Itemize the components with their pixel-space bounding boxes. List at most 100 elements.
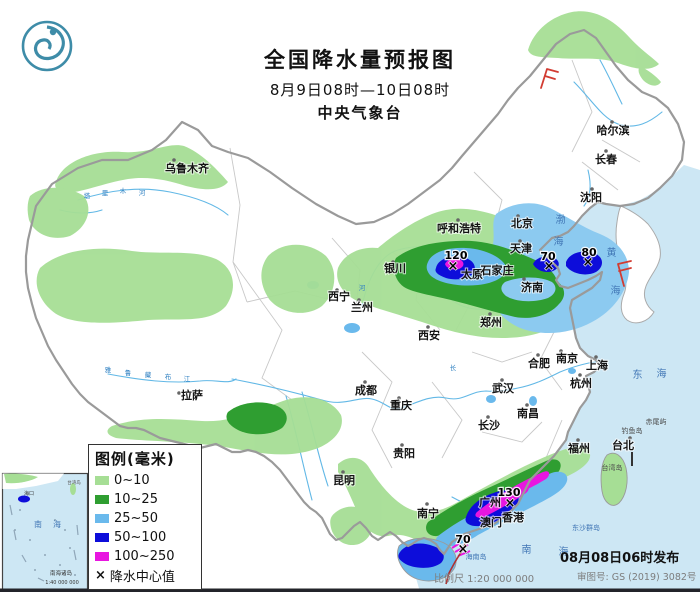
city-label: 福州 bbox=[567, 441, 590, 455]
legend-center-row: × 降水中心值 bbox=[95, 566, 201, 585]
city-dot bbox=[172, 158, 176, 162]
map-frame-bottom bbox=[0, 588, 700, 592]
river-name-char: 长 bbox=[450, 363, 457, 372]
city-label: 银川 bbox=[384, 261, 406, 275]
legend-swatch bbox=[95, 495, 109, 504]
city-label: 南宁 bbox=[417, 506, 439, 520]
precip-center-mark: × bbox=[505, 496, 516, 511]
inset-label: 海 bbox=[53, 519, 61, 529]
river-name-char: 里 bbox=[102, 189, 109, 197]
city-label: 南京 bbox=[556, 351, 578, 365]
city-label: 乌鲁木齐 bbox=[165, 161, 210, 175]
wind-barb-northeast bbox=[540, 68, 559, 89]
city-dot bbox=[425, 502, 429, 506]
sea-name-char: 渤 bbox=[556, 213, 567, 226]
city-label: 北京 bbox=[511, 216, 533, 230]
city-dot bbox=[518, 239, 522, 243]
precip-center-mark: × bbox=[544, 259, 555, 274]
city-dot bbox=[604, 149, 608, 153]
city-dot bbox=[341, 470, 345, 474]
river-name-char: 江 bbox=[184, 375, 191, 383]
island-label: 海南岛 bbox=[466, 552, 487, 561]
legend-box: 图例(毫米) 0~10 10~25 25~50 50~100 100~250 × 降水中… bbox=[88, 444, 202, 590]
river-name-char: 塔 bbox=[84, 191, 91, 200]
publish-time: 08月08日06时发布 bbox=[560, 551, 680, 566]
river-name-char: 鲁 bbox=[125, 368, 132, 377]
city-dot bbox=[536, 353, 540, 357]
legend-item: 0~10 bbox=[95, 471, 201, 490]
china-national-border bbox=[24, 28, 686, 556]
sea-name-char: 黄 bbox=[607, 246, 618, 259]
island-label: 钓鱼岛 bbox=[622, 426, 643, 435]
forecast-period: 8月9日08时—10日08时 bbox=[269, 81, 451, 99]
legend-swatch bbox=[95, 476, 109, 485]
sea-name-char: 海 bbox=[611, 284, 622, 297]
city-dot bbox=[391, 260, 395, 264]
legend-item-label: 50~100 bbox=[114, 530, 167, 545]
city-label: 天津 bbox=[510, 241, 532, 255]
city-dot bbox=[525, 403, 529, 407]
city-dot bbox=[594, 355, 598, 359]
taiwan-island bbox=[600, 452, 628, 506]
inset-label: 海口 bbox=[24, 490, 34, 497]
legend-item-label: 0~10 bbox=[114, 473, 150, 488]
inset-label: 南海诸岛 bbox=[50, 569, 73, 577]
korea-landmass bbox=[615, 205, 661, 324]
inset-label: 南 bbox=[34, 519, 42, 529]
city-dot bbox=[488, 312, 492, 316]
city-label: 西安 bbox=[418, 328, 440, 342]
city-label: 杭州 bbox=[570, 376, 592, 390]
city-dot bbox=[578, 373, 582, 377]
legend-swatch bbox=[95, 552, 109, 561]
city-label: 香港 bbox=[501, 510, 525, 524]
sea-name-char: 海 bbox=[554, 235, 565, 248]
river-name-char: 藏 bbox=[145, 370, 152, 379]
agency-name: 中央气象台 bbox=[317, 104, 403, 122]
island-label: 东沙群岛 bbox=[572, 523, 600, 532]
city-label: 兰州 bbox=[351, 300, 373, 314]
sea-name-char: 海 bbox=[559, 545, 570, 558]
map-scale: 比例尺 1:20 000 000 bbox=[434, 574, 535, 585]
city-label: 石家庄 bbox=[480, 263, 514, 277]
sea-name-char: 东 bbox=[633, 368, 644, 381]
precip-center-symbol: × bbox=[95, 568, 106, 583]
legend-item-label: 25~50 bbox=[114, 511, 158, 526]
wind-barb-yellow-sea bbox=[617, 260, 632, 287]
river-name-char: 河 bbox=[139, 189, 146, 197]
city-dot bbox=[456, 218, 460, 222]
legend-item: 100~250 bbox=[95, 547, 201, 566]
legend-item: 25~50 bbox=[95, 509, 201, 528]
sea-name-char: 海 bbox=[657, 367, 668, 380]
precip-center-value: 120 bbox=[445, 249, 468, 262]
city-label: 南昌 bbox=[517, 406, 539, 420]
precip-center-value: 70 bbox=[540, 250, 556, 263]
city-dot bbox=[516, 214, 520, 218]
precip-center-value: 80 bbox=[581, 246, 597, 259]
city-dot bbox=[363, 380, 367, 384]
river-name-char: 河 bbox=[359, 284, 366, 292]
city-label: 呼和浩特 bbox=[437, 221, 481, 235]
inset-label: 台湾岛 bbox=[67, 479, 81, 486]
hainan-island bbox=[397, 537, 471, 582]
city-label: 澳门 bbox=[480, 515, 502, 529]
typhoon-track-line bbox=[445, 533, 471, 585]
city-dot bbox=[559, 349, 563, 353]
city-dot bbox=[400, 443, 404, 447]
city-dot bbox=[522, 277, 526, 281]
precip-center-value: 130 bbox=[498, 486, 521, 499]
legend-item-label: 100~250 bbox=[114, 549, 175, 564]
city-label: 拉萨 bbox=[181, 388, 203, 402]
legend-item-label: 10~25 bbox=[114, 492, 158, 507]
sea-name-char: 南 bbox=[522, 543, 533, 556]
south-china-sea-inset bbox=[1, 472, 89, 591]
city-dot bbox=[397, 396, 401, 400]
city-dot bbox=[610, 120, 614, 124]
city-label: 重庆 bbox=[390, 398, 412, 412]
city-dot bbox=[177, 391, 181, 395]
precip-center-label: 降水中心值 bbox=[109, 570, 175, 585]
legend-item: 50~100 bbox=[95, 528, 201, 547]
city-dot bbox=[426, 325, 430, 329]
city-label: 西宁 bbox=[328, 289, 350, 303]
